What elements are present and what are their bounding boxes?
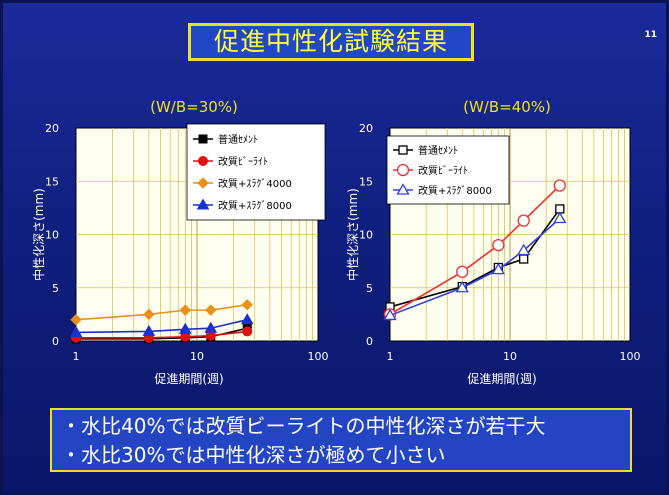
data-point bbox=[142, 324, 156, 336]
data-point bbox=[455, 280, 469, 293]
data-point bbox=[553, 179, 566, 192]
x-tick-label: 1 bbox=[73, 350, 80, 363]
x-tick-label: 100 bbox=[308, 350, 329, 363]
legend-marker bbox=[398, 145, 408, 155]
y-tick-label: 20 bbox=[45, 122, 59, 135]
legend-label: 改質ﾋﾞｰﾗｲﾄ bbox=[418, 164, 468, 177]
legend-label: 普通ｾﾒﾝﾄ bbox=[218, 133, 258, 146]
page-number: 11 bbox=[644, 30, 657, 40]
data-point bbox=[205, 304, 217, 316]
y-tick-label: 15 bbox=[359, 175, 373, 188]
x-axis-label: 促進期間(週) bbox=[154, 372, 223, 386]
data-point bbox=[69, 325, 83, 337]
y-tick-label: 0 bbox=[52, 335, 59, 348]
data-point bbox=[143, 308, 155, 321]
data-point bbox=[517, 243, 531, 256]
summary-note-line-1: ・水比40%では改質ビーライトの中性化深さが若干大 bbox=[61, 414, 546, 438]
y-tick-label: 10 bbox=[359, 229, 373, 242]
data-point bbox=[70, 313, 82, 326]
data-point bbox=[517, 214, 530, 227]
legend-marker bbox=[198, 134, 208, 144]
legend-marker bbox=[198, 156, 208, 166]
data-point bbox=[241, 299, 253, 311]
y-tick-label: 5 bbox=[366, 282, 373, 295]
data-point bbox=[179, 304, 191, 316]
y-axis-label: 中性化深さ(mm) bbox=[345, 188, 360, 281]
x-axis-label: 促進期間(週) bbox=[467, 372, 536, 386]
legend-label: 改質+ｽﾗｸﾞ4000 bbox=[218, 177, 292, 190]
data-point bbox=[178, 322, 192, 334]
data-point bbox=[519, 254, 529, 264]
y-tick-label: 0 bbox=[366, 335, 373, 348]
data-point bbox=[383, 308, 397, 321]
data-point bbox=[492, 238, 505, 252]
data-point bbox=[204, 321, 218, 333]
x-tick-label: 100 bbox=[620, 350, 641, 363]
x-tick-label: 10 bbox=[503, 350, 517, 363]
y-tick-label: 10 bbox=[45, 229, 59, 242]
y-tick-label: 20 bbox=[359, 122, 373, 135]
legend-marker bbox=[197, 177, 209, 189]
data-point bbox=[456, 265, 469, 278]
legend-marker bbox=[396, 163, 410, 177]
legend-box bbox=[186, 123, 326, 221]
legend-marker bbox=[196, 198, 210, 210]
data-point bbox=[553, 211, 567, 224]
legend-label: 普通ｾﾒﾝﾄ bbox=[418, 144, 458, 157]
legend-label: 改質ﾋﾞｰﾗｲﾄ bbox=[218, 155, 268, 168]
y-tick-label: 5 bbox=[52, 282, 59, 295]
data-point bbox=[240, 313, 254, 325]
x-tick-label: 10 bbox=[190, 350, 204, 363]
summary-note-box: ・水比40%では改質ビーライトの中性化深さが若干大 ・水比30%では中性化深さが… bbox=[50, 408, 632, 472]
summary-note-line-2: ・水比30%では中性化深さが極めて小さい bbox=[61, 443, 446, 467]
y-axis-label: 中性化深さ(mm) bbox=[31, 188, 46, 281]
chart-title: (W/B=30%) bbox=[150, 98, 238, 116]
legend-label: 改質+ｽﾗｸﾞ8000 bbox=[418, 184, 492, 197]
data-point bbox=[491, 262, 505, 275]
chart-title: (W/B=40%) bbox=[463, 98, 551, 116]
data-point bbox=[242, 326, 253, 337]
legend-marker bbox=[396, 183, 410, 195]
y-tick-label: 15 bbox=[45, 175, 59, 188]
legend-label: 改質+ｽﾗｸﾞ8000 bbox=[218, 199, 292, 212]
x-tick-label: 1 bbox=[387, 350, 394, 363]
page-title: 促進中性化試験結果 bbox=[188, 23, 474, 61]
